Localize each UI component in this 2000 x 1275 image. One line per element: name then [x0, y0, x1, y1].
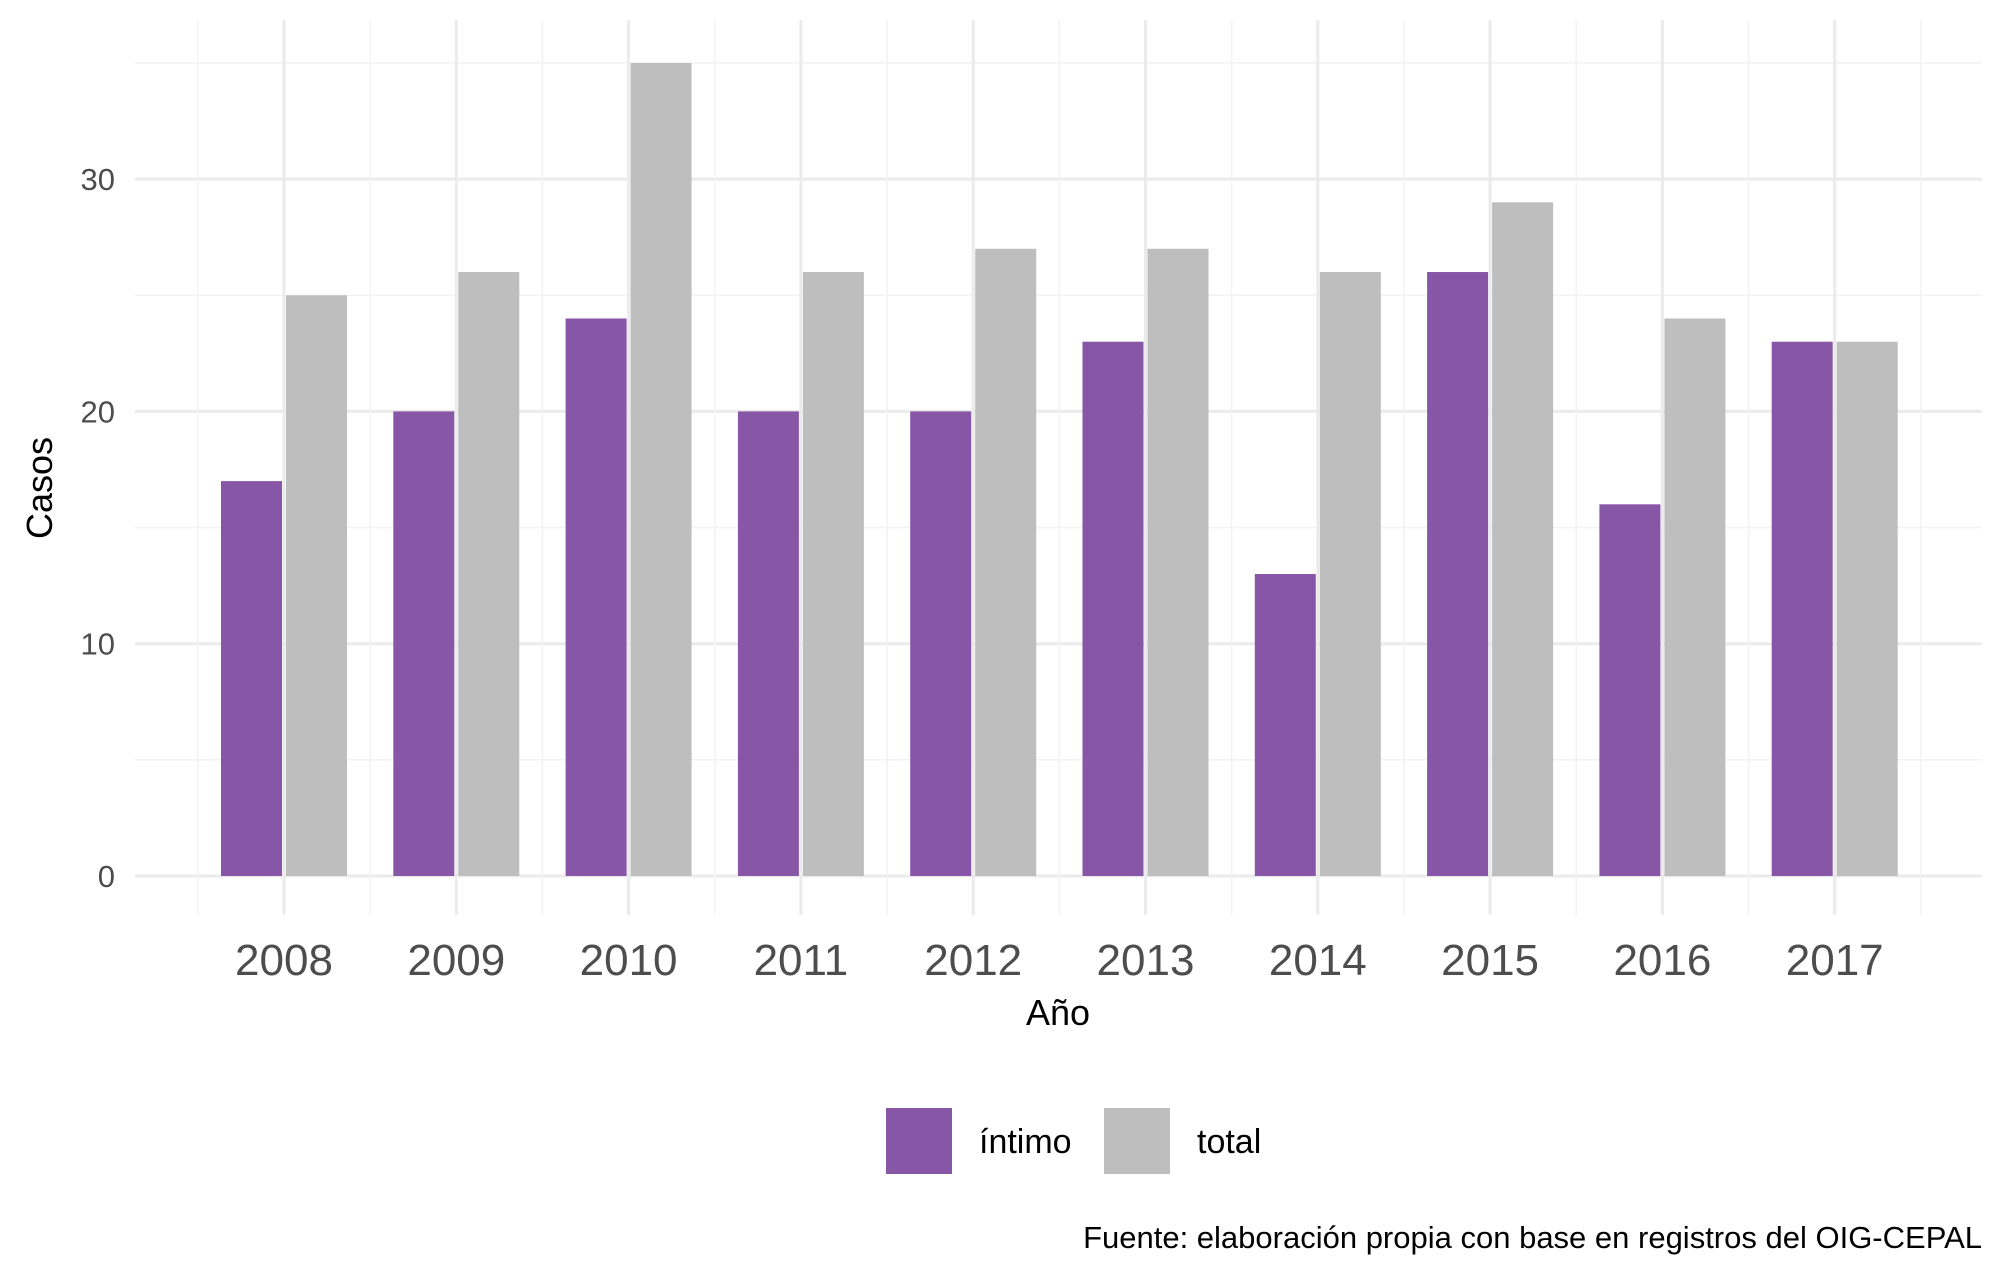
y-tick-label: 0 [98, 859, 115, 894]
x-tick-label: 2009 [407, 936, 505, 985]
y-axis-title: Casos [19, 437, 60, 539]
y-tick-label: 30 [81, 162, 115, 197]
legend: íntimo total [886, 1108, 1261, 1174]
legend-key-total [1104, 1108, 1170, 1174]
bar-total-2008 [286, 295, 347, 876]
y-tick-label: 10 [81, 627, 115, 662]
bar-íntimo-2009 [393, 411, 455, 876]
bar-íntimo-2012 [910, 411, 972, 876]
bar-íntimo-2011 [737, 411, 799, 876]
x-tick-label: 2008 [235, 936, 333, 985]
bar-total-2015 [1492, 202, 1554, 876]
legend-label: íntimo [979, 1123, 1072, 1161]
x-tick-label: 2015 [1441, 936, 1539, 985]
bar-íntimo-2010 [565, 318, 627, 877]
bar-íntimo-2016 [1599, 504, 1661, 876]
bar-total-2013 [1147, 248, 1209, 877]
bars [221, 62, 1898, 877]
legend-key-íntimo [886, 1108, 952, 1174]
bar-íntimo-2013 [1082, 341, 1144, 877]
x-axis-title: Año [1026, 992, 1090, 1033]
bar-íntimo-2014 [1254, 574, 1316, 876]
x-tick-label: 2013 [1097, 936, 1195, 985]
x-axis-ticks: 2008 2009 2010 2011 2012 2013 2014 2015 2016 2017 [235, 936, 1884, 985]
bar-total-2016 [1664, 318, 1726, 877]
bar-total-2009 [458, 272, 520, 876]
x-tick-label: 2011 [754, 936, 849, 985]
y-axis-ticks: 0 10 20 30 [81, 162, 115, 894]
source-caption: Fuente: elaboración propia con base en r… [1083, 1220, 1982, 1255]
x-tick-label: 2016 [1613, 936, 1711, 985]
bar-total-2010 [630, 62, 692, 876]
bar-total-2014 [1319, 272, 1381, 876]
legend-label: total [1197, 1123, 1261, 1161]
y-tick-label: 20 [81, 394, 115, 429]
bar-total-2017 [1836, 341, 1898, 877]
bar-total-2011 [802, 272, 864, 876]
x-tick-label: 2014 [1269, 936, 1367, 985]
bar-total-2012 [975, 248, 1037, 877]
bar-íntimo-2008 [221, 481, 282, 876]
x-tick-label: 2010 [580, 936, 678, 985]
x-tick-label: 2017 [1786, 936, 1884, 985]
x-tick-label: 2012 [924, 936, 1022, 985]
bar-íntimo-2015 [1427, 272, 1489, 876]
bar-íntimo-2017 [1771, 341, 1833, 877]
